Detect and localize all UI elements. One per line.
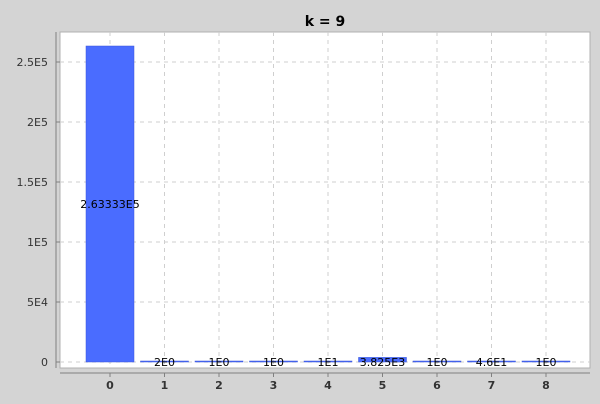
- plot-area-layer: 0 5E4 1E5 1.5E5 2E5 2.5E5 0 1 2 3 4 5 6 7 8 2.63333E5 2E…: [17, 31, 591, 392]
- x-tick-label: 0: [106, 379, 114, 392]
- bar-7: [467, 360, 516, 363]
- y-tick-label: 5E4: [27, 296, 48, 309]
- data-label-4: 1E1: [318, 356, 339, 369]
- bar-3: [249, 360, 298, 363]
- data-label-0: 2.63333E5: [80, 198, 139, 211]
- chart-title: k = 9: [305, 14, 346, 30]
- y-tick-label: 0: [41, 356, 48, 369]
- bar-1: [140, 360, 189, 363]
- bar-6: [412, 360, 462, 363]
- x-tick-label: 1: [161, 379, 169, 392]
- plot-background: [59, 31, 591, 369]
- data-label-1: 2E0: [154, 356, 175, 369]
- x-tick-label: 8: [542, 379, 550, 392]
- x-tick-label: 5: [379, 379, 387, 392]
- x-tick-label: 2: [215, 379, 223, 392]
- bar-4: [303, 360, 353, 363]
- bar-5: [358, 357, 407, 363]
- y-tick-label: 2.5E5: [17, 56, 48, 69]
- y-tick-label: 1.5E5: [17, 176, 48, 189]
- bar-0: [85, 45, 135, 363]
- x-tick-label: 7: [488, 379, 496, 392]
- data-label-8: 1E0: [536, 356, 557, 369]
- x-tick-label: 4: [324, 379, 332, 392]
- bar-2: [194, 360, 244, 363]
- y-tick-label: 1E5: [27, 236, 48, 249]
- data-label-2: 1E0: [209, 356, 230, 369]
- data-label-7: 4.6E1: [476, 356, 507, 369]
- x-tick-label: 6: [433, 379, 441, 392]
- data-label-6: 1E0: [427, 356, 448, 369]
- x-tick-label: 3: [270, 379, 278, 392]
- data-label-5: 3.825E3: [360, 356, 405, 369]
- y-tick-label: 2E5: [27, 116, 48, 129]
- data-label-3: 1E0: [263, 356, 284, 369]
- bar-8: [521, 360, 571, 363]
